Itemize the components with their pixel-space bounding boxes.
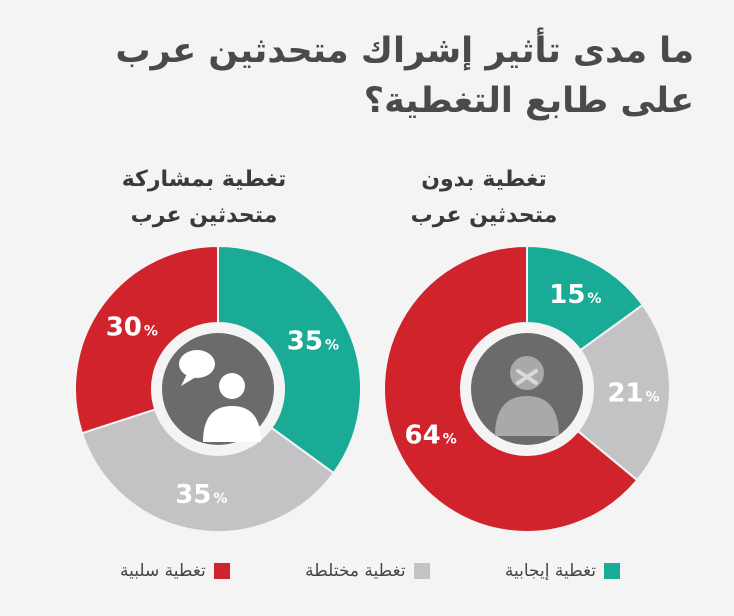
legend-label: تغطية إيجابية — [504, 561, 596, 581]
legend-swatch — [604, 563, 620, 579]
muted-person-icon — [495, 356, 559, 436]
chart-subtitle-with-arab-speakers: تغطية بمشاركة متحدثين عرب — [84, 162, 324, 234]
donut-slice-positive — [217, 244, 362, 475]
subtitle-line: متحدثين عرب — [130, 203, 278, 228]
data-label-negative: 64% — [405, 420, 457, 450]
chart-subtitle-without-arab-speakers: تغطية بدون متحدثين عرب — [364, 162, 604, 234]
legend-item-mixed: تغطية مختلطة — [305, 561, 430, 581]
subtitle-line: متحدثين عرب — [410, 203, 558, 228]
legend: تغطية إيجابية تغطية مختلطة تغطية سلبية — [120, 556, 620, 586]
data-label-mixed: 35% — [175, 480, 227, 510]
legend-swatch — [413, 563, 430, 579]
subtitle-line: تغطية بمشاركة — [121, 167, 287, 192]
legend-label: تغطية مختلطة — [305, 561, 406, 581]
donut-chart-with-arab-speakers: 35 %35 %30% — [74, 244, 362, 533]
subtitle-line: تغطية بدون — [421, 167, 547, 192]
legend-label: تغطية سلبية — [120, 561, 206, 581]
legend-item-positive: تغطية إيجابية — [505, 561, 620, 581]
donut-chart-without-arab-speakers: 15 %21 %64% — [383, 244, 671, 533]
speaking-people-icon — [179, 350, 261, 442]
data-label-positive: 35% — [287, 327, 339, 357]
chart-title: ما مدى تأثير إشراك متحدثين عرب على طابع … — [115, 31, 694, 121]
legend-item-negative: تغطية سلبية — [120, 561, 230, 581]
legend-swatch — [213, 563, 230, 579]
